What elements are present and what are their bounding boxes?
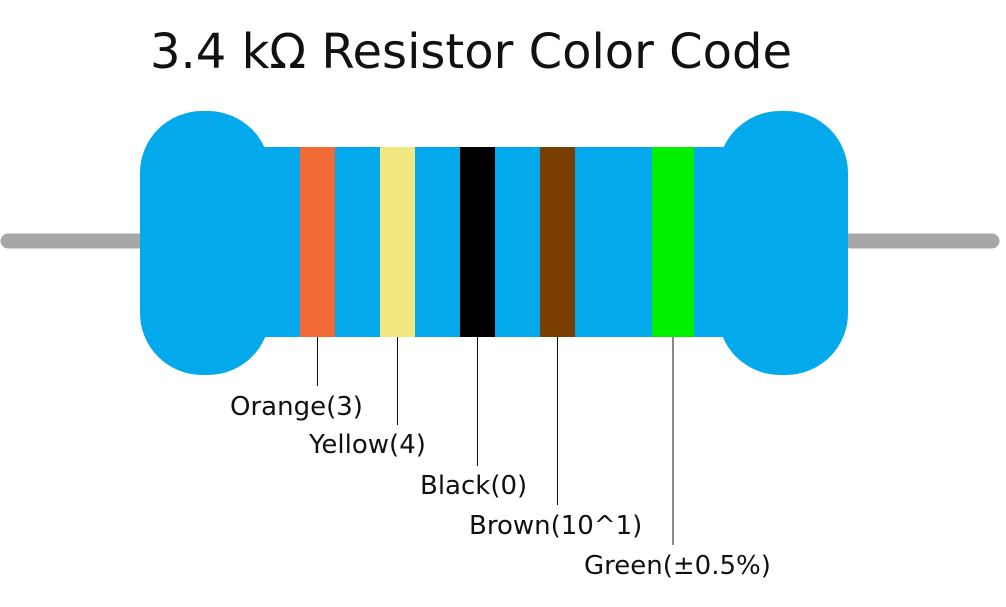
band-label-brown: Brown(10^1) (469, 511, 643, 541)
band-2-yellow (380, 147, 415, 337)
band-1-orange (300, 147, 335, 337)
band-label-yellow: Yellow(4) (309, 430, 426, 460)
right-end-cap (718, 111, 848, 375)
band-label-orange: Orange(3) (230, 392, 363, 422)
band-label-black: Black(0) (420, 471, 528, 501)
band-4-brown (540, 147, 575, 337)
band-5-green (652, 147, 694, 337)
left-end-cap (140, 111, 270, 375)
band-label-green: Green(±0.5%) (584, 551, 771, 581)
diagram-title: 3.4 kΩ Resistor Color Code (150, 24, 793, 80)
band-3-black (460, 147, 495, 337)
